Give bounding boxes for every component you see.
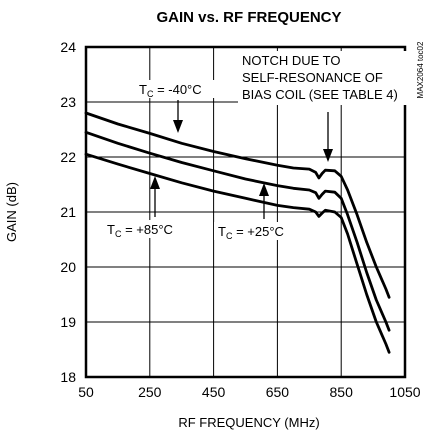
y-tick-label-3: 21 <box>60 204 76 220</box>
chart-title: GAIN vs. RF FREQUENCY <box>156 9 341 26</box>
x-tick-label-5: 1050 <box>389 384 420 400</box>
series-label-minus40: TC = -40°C <box>139 82 202 99</box>
notch-note-line-1: NOTCH DUE TO <box>242 53 340 68</box>
series-label-minus40-prefix: T <box>139 82 147 97</box>
series-label-minus40-sub: C <box>147 89 154 99</box>
y-tick-label-0: 18 <box>60 369 76 385</box>
series-line-plus85 <box>84 152 391 354</box>
notch-note-backdrop <box>238 51 416 105</box>
series-label-plus85: TC = +85°C <box>107 222 173 239</box>
x-axis-label: RF FREQUENCY (MHz) <box>178 415 319 430</box>
series-line-minus40 <box>84 111 391 299</box>
annotations: TC = -40°C TC = +85°C TC = +25°C NOTCH D… <box>103 51 416 241</box>
x-tick-label-0: 50 <box>78 384 94 400</box>
series-line-plus25 <box>84 130 391 332</box>
y-tick-label-2: 20 <box>60 259 76 275</box>
y-tick-label-6: 24 <box>60 39 76 55</box>
arrow-head-plus25 <box>259 183 269 196</box>
arrow-head-minus40 <box>173 120 183 133</box>
y-tick-label-4: 22 <box>60 149 76 165</box>
x-tick-label-4: 850 <box>330 384 354 400</box>
notch-note-line-3: BIAS COIL (SEE TABLE 4) <box>242 87 398 102</box>
series-label-plus85-sub: C <box>115 229 122 239</box>
label-backdrop-plus25 <box>214 222 314 240</box>
series-label-plus25-value: = +25°C <box>232 224 283 239</box>
series-label-plus25-sub: C <box>226 231 233 241</box>
series-lines <box>84 111 391 354</box>
y-axis-label: GAIN (dB) <box>4 182 19 242</box>
y-tick-label-5: 23 <box>60 94 76 110</box>
x-tick-label-2: 450 <box>202 384 226 400</box>
arrow-head-plus85 <box>150 176 160 189</box>
label-backdrop-plus85 <box>103 220 207 238</box>
notch-note-line-2: SELF-RESONANCE OF <box>242 70 383 85</box>
label-backdrop-minus40 <box>135 80 239 98</box>
y-tick-label-1: 19 <box>60 314 76 330</box>
series-label-plus85-prefix: T <box>107 222 115 237</box>
tick-labels: 50 250 450 650 850 1050 18 19 20 21 22 23 24 <box>60 39 420 400</box>
x-tick-label-1: 250 <box>138 384 162 400</box>
plot-frame <box>84 45 407 379</box>
series-label-minus40-value: = -40°C <box>153 82 201 97</box>
x-tick-label-3: 650 <box>266 384 290 400</box>
part-number-label: MAX2064 toc02 <box>416 41 425 98</box>
series-label-plus85-value: = +85°C <box>121 222 172 237</box>
series-label-plus25-prefix: T <box>218 224 226 239</box>
series-label-plus25: TC = +25°C <box>218 224 284 241</box>
arrow-head-notch <box>323 149 333 162</box>
